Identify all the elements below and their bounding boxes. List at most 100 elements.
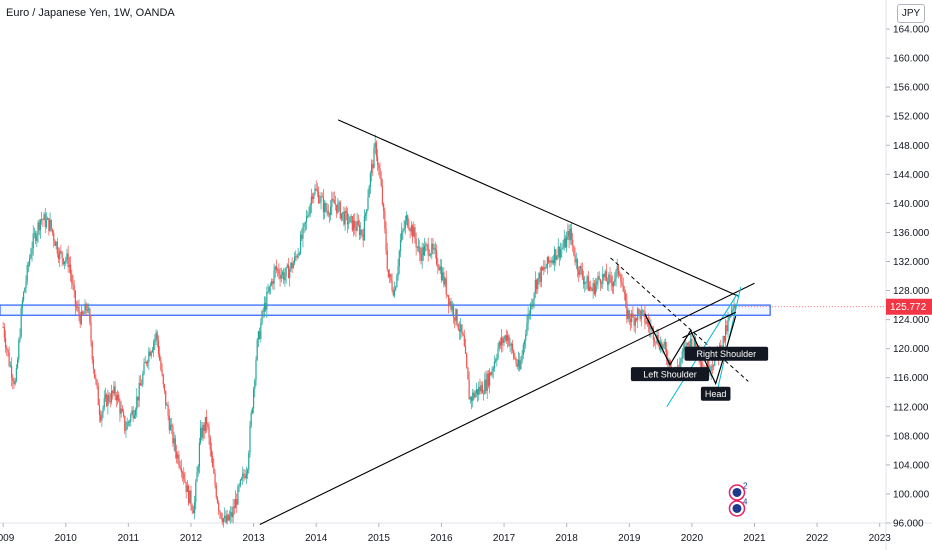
candle-body — [543, 267, 545, 270]
candle-body — [468, 379, 470, 400]
candle-body — [410, 225, 412, 232]
candle-body — [437, 263, 439, 267]
candle-body — [366, 209, 368, 214]
candle-body — [154, 338, 156, 343]
candle-body — [307, 215, 309, 217]
candle-body — [33, 233, 36, 235]
candle-body — [372, 164, 374, 169]
candle-body — [647, 320, 650, 326]
candle-body — [421, 247, 423, 261]
candle-body — [160, 360, 162, 370]
candle-body — [525, 334, 527, 341]
candle-body — [48, 218, 50, 231]
candle-body — [25, 281, 27, 288]
candle-body — [544, 267, 546, 269]
candle-body — [428, 255, 430, 256]
candle-body — [478, 387, 480, 395]
candle-body — [23, 292, 25, 301]
candle-body — [473, 392, 475, 398]
candle-body — [313, 193, 315, 199]
candle-body — [498, 341, 500, 349]
y-tick-label: 128.000 — [893, 286, 930, 297]
candle-body — [299, 234, 302, 254]
candle-body — [476, 389, 479, 395]
candle-body — [324, 203, 326, 212]
candle-body — [118, 394, 120, 402]
candle-body — [186, 485, 188, 492]
candle-body — [213, 467, 215, 474]
candle-body — [177, 454, 179, 459]
candle-body — [245, 473, 247, 479]
candle-body — [352, 220, 355, 231]
candle-body — [574, 255, 576, 263]
candle-body — [257, 331, 260, 340]
candle-body — [529, 304, 532, 315]
candle-body — [379, 168, 381, 178]
candle-body — [389, 274, 391, 277]
candle-body — [252, 389, 255, 409]
candle-body — [627, 310, 629, 320]
annotation-callout — [630, 367, 710, 382]
candle-body — [700, 362, 703, 368]
candle-body — [497, 348, 499, 359]
candle-body — [330, 207, 332, 216]
candle-body — [519, 359, 521, 370]
x-tick-label: 2021 — [743, 533, 766, 544]
candle-body — [243, 473, 245, 476]
candle-body — [144, 361, 146, 364]
candle-body — [474, 393, 476, 398]
candle-body — [584, 282, 586, 284]
y-tick-label: 108.000 — [893, 431, 930, 442]
candle-body — [183, 473, 185, 480]
y-tick-label: 152.000 — [893, 112, 930, 123]
candle-body — [611, 282, 614, 287]
candle-body — [273, 270, 275, 284]
currency-button[interactable]: JPY — [897, 4, 925, 23]
candle-body — [568, 231, 570, 241]
candle-body — [122, 411, 125, 416]
candle-body — [53, 232, 55, 241]
candle-body — [613, 281, 615, 287]
candle-body — [13, 380, 15, 385]
candle-body — [386, 250, 388, 270]
candle-body — [246, 469, 249, 474]
candle-body — [236, 499, 238, 505]
candle-body — [8, 352, 10, 367]
candle-body — [137, 396, 139, 401]
candle-body — [125, 429, 127, 431]
candle-body — [472, 392, 474, 401]
dashed-trendline — [610, 257, 749, 382]
event-badge-count: 4 — [743, 497, 748, 506]
candle-body — [491, 370, 493, 376]
candle-body — [480, 385, 482, 392]
candle-body — [310, 196, 312, 205]
candle-body — [119, 401, 121, 414]
trendline — [337, 119, 740, 297]
candle-body — [321, 196, 323, 198]
candle-body — [189, 490, 191, 504]
candle-body — [427, 244, 429, 256]
candle-body — [358, 224, 361, 236]
candle-body — [578, 270, 580, 275]
candle-body — [413, 227, 415, 237]
candle-body — [27, 264, 30, 266]
candle-body — [558, 246, 561, 258]
candle-body — [455, 309, 457, 321]
candle-body — [616, 265, 618, 271]
candle-body — [434, 248, 437, 251]
candle-body — [274, 266, 276, 271]
candle-body — [687, 342, 689, 346]
candle-body — [526, 323, 528, 335]
candle-body — [528, 313, 530, 315]
candle-body — [38, 222, 40, 231]
candle-body — [4, 337, 7, 348]
candle-body — [375, 142, 378, 157]
candle-body — [405, 215, 408, 221]
candle-body — [85, 303, 87, 311]
candle-body — [644, 311, 646, 324]
candle-body — [78, 307, 80, 315]
candle-body — [178, 454, 180, 466]
candle-body — [425, 244, 427, 246]
candle-body — [572, 239, 574, 246]
